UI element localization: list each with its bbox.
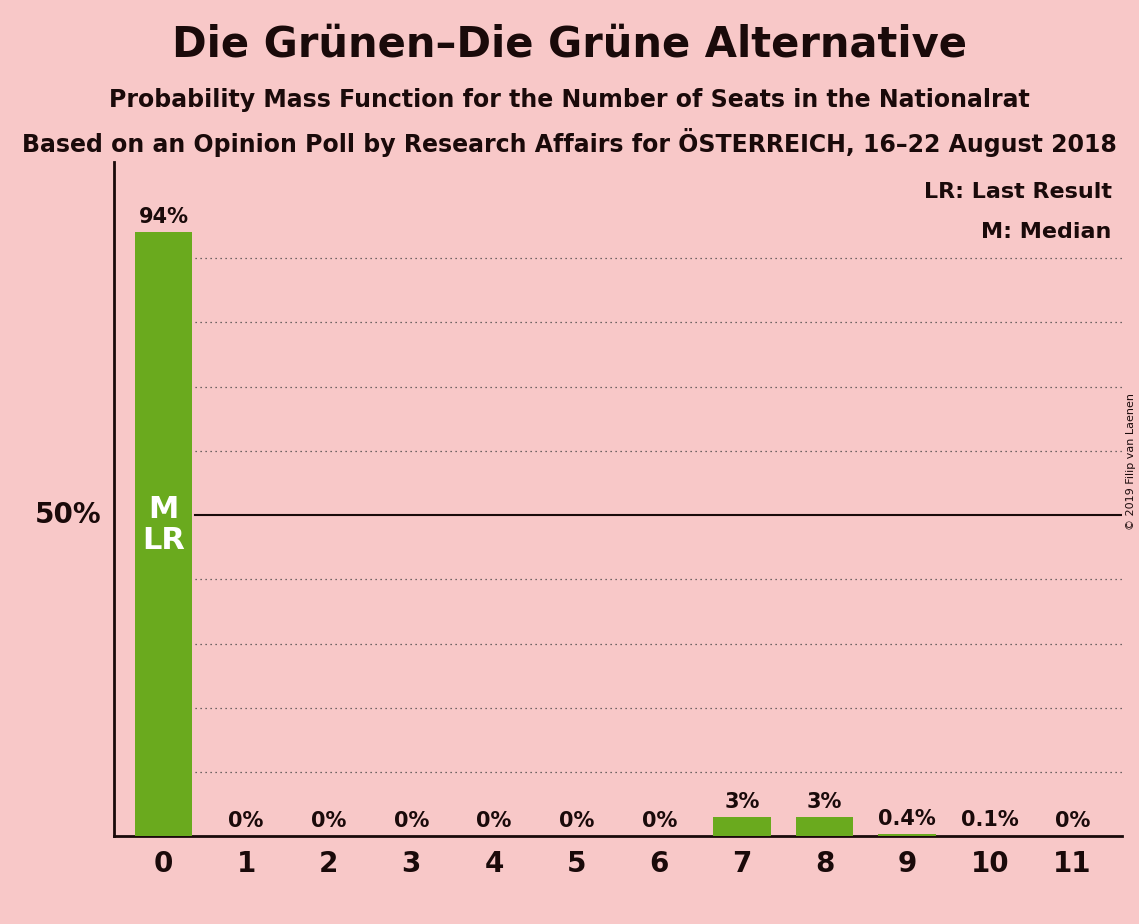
Text: Based on an Opinion Poll by Research Affairs for ÖSTERREICH, 16–22 August 2018: Based on an Opinion Poll by Research Aff… (22, 128, 1117, 156)
Bar (713, 817, 771, 836)
Text: 0%: 0% (476, 811, 511, 831)
Text: 0%: 0% (1055, 811, 1090, 831)
Bar (795, 817, 853, 836)
Text: Probability Mass Function for the Number of Seats in the Nationalrat: Probability Mass Function for the Number… (109, 88, 1030, 112)
Text: 0%: 0% (229, 811, 264, 831)
Text: 94%: 94% (139, 207, 188, 227)
Text: 0.1%: 0.1% (961, 810, 1018, 831)
Text: 0.4%: 0.4% (878, 808, 936, 829)
Text: 3%: 3% (806, 792, 842, 812)
Text: 0%: 0% (559, 811, 595, 831)
Text: M: Median: M: Median (982, 223, 1112, 242)
Text: 50%: 50% (35, 501, 101, 529)
Text: M
LR: M LR (142, 494, 185, 554)
Text: © 2019 Filip van Laenen: © 2019 Filip van Laenen (1126, 394, 1136, 530)
Text: 0%: 0% (311, 811, 346, 831)
Text: 0%: 0% (394, 811, 429, 831)
Text: 0%: 0% (641, 811, 677, 831)
Bar (878, 833, 936, 836)
Bar (134, 232, 192, 836)
Text: Die Grünen–Die Grüne Alternative: Die Grünen–Die Grüne Alternative (172, 23, 967, 65)
Text: 3%: 3% (724, 792, 760, 812)
Text: LR: Last Result: LR: Last Result (924, 182, 1112, 202)
